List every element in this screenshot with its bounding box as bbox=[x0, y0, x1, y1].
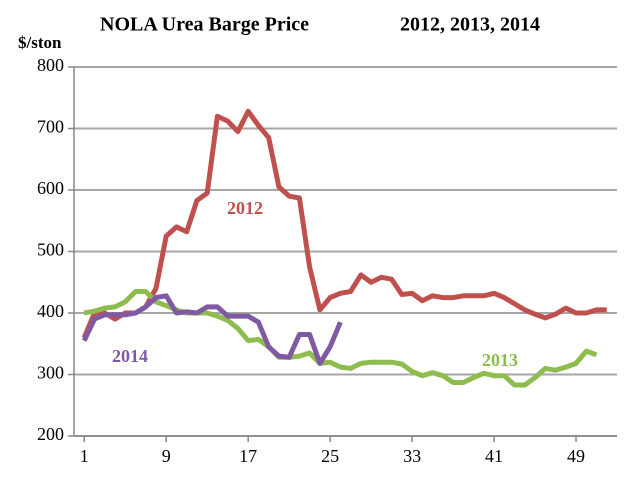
y-tick-label: 800 bbox=[37, 55, 64, 75]
y-tick-label: 400 bbox=[37, 301, 64, 321]
chart-title: NOLA Urea Barge Price bbox=[100, 14, 309, 36]
series-line bbox=[81, 108, 607, 339]
y-tick-label: 300 bbox=[37, 363, 64, 383]
x-tick-label: 49 bbox=[567, 446, 585, 466]
series-label: 2012 bbox=[227, 198, 263, 218]
y-tick-label: 200 bbox=[37, 424, 64, 444]
chart-subtitle: 2012, 2013, 2014 bbox=[400, 14, 540, 36]
x-tick-label: 25 bbox=[321, 446, 339, 466]
series-label: 2013 bbox=[482, 350, 518, 370]
x-tick-label: 41 bbox=[485, 446, 503, 466]
x-tick-label: 1 bbox=[80, 446, 89, 466]
y-axis-label: $/ston bbox=[18, 33, 62, 52]
series-line bbox=[83, 289, 598, 388]
x-tick-label: 17 bbox=[239, 446, 257, 466]
series-line bbox=[81, 293, 343, 366]
y-tick-label: 700 bbox=[37, 117, 64, 137]
y-tick-label: 600 bbox=[37, 178, 64, 198]
x-tick-label: 9 bbox=[162, 446, 171, 466]
x-tick-label: 33 bbox=[403, 446, 421, 466]
y-tick-label: 500 bbox=[37, 240, 64, 260]
series-label: 2014 bbox=[112, 346, 148, 366]
